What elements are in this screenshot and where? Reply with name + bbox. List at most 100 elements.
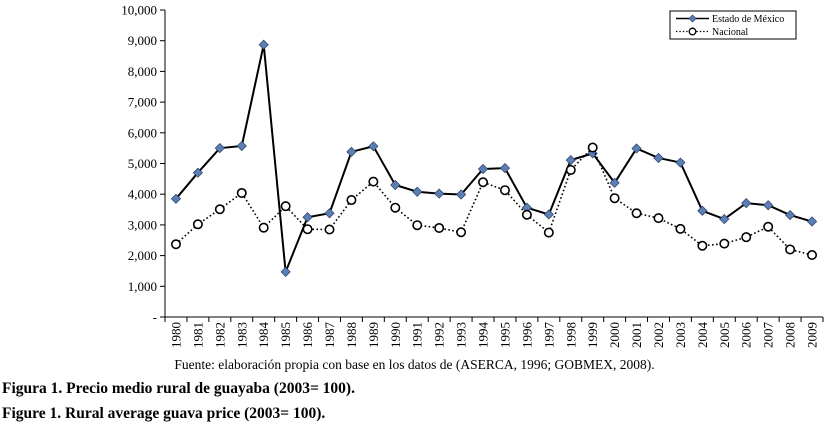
x-tick-label: 1995	[497, 322, 512, 348]
series-nacional	[170, 142, 818, 260]
x-tick-label: 2008	[783, 322, 798, 348]
data-point	[807, 249, 818, 260]
data-point	[258, 39, 269, 50]
y-tick-label: 8,000	[128, 64, 157, 79]
data-point	[170, 193, 182, 204]
x-axis-ticks: 1980 1981 1982 1983 1984 1985 1986 1987 1988 1989…	[164, 317, 824, 349]
legend-marker	[688, 14, 697, 23]
series-line	[175, 44, 813, 273]
data-point	[631, 143, 642, 154]
data-point	[346, 146, 357, 157]
x-tick-label: 1998	[563, 322, 578, 348]
x-tick-label: 1980	[168, 322, 183, 348]
x-tick-label: 1987	[322, 322, 337, 349]
source-note: Fuente: elaboración propia con base en l…	[174, 357, 655, 372]
x-tick-label: 2007	[761, 322, 776, 349]
data-point	[609, 193, 620, 204]
data-point	[214, 143, 225, 154]
data-point	[521, 209, 532, 220]
x-tick-label: 1981	[190, 322, 205, 348]
data-point	[609, 177, 620, 188]
data-point	[499, 163, 511, 174]
x-tick-label: 2002	[651, 322, 666, 348]
x-tick-label: 1982	[212, 322, 227, 348]
chart-axes	[164, 10, 823, 318]
x-tick-label: 2001	[629, 322, 644, 348]
data-point	[587, 142, 598, 153]
legend-label: Estado de México	[712, 14, 784, 25]
x-tick-label: 2009	[805, 322, 820, 348]
figure-caption-spanish: Figura 1. Precio medio rural de guayaba …	[2, 380, 355, 397]
data-point	[346, 195, 357, 206]
x-tick-label: 1988	[344, 322, 359, 348]
data-point	[565, 155, 576, 166]
data-point	[280, 201, 291, 212]
y-tick-label: 2,000	[128, 248, 157, 263]
data-point	[806, 216, 818, 227]
series-layer	[170, 39, 818, 277]
data-point	[456, 189, 467, 200]
data-point	[368, 141, 379, 152]
chart-legend: Estado de México Nacional	[669, 10, 797, 40]
data-point	[631, 208, 642, 219]
y-tick-label: 9,000	[128, 33, 157, 48]
x-tick-label: 1997	[541, 322, 556, 349]
data-point	[719, 213, 730, 225]
data-point	[785, 209, 796, 221]
x-tick-label: 2005	[717, 322, 732, 348]
y-tick-label: -	[153, 310, 157, 325]
data-point	[258, 222, 269, 233]
data-point	[192, 219, 203, 230]
data-point	[412, 186, 423, 197]
x-tick-label: 1994	[476, 322, 491, 349]
data-point	[390, 179, 401, 191]
data-point	[390, 202, 401, 213]
data-point	[499, 185, 510, 196]
y-axis-ticks: - 1,000 2,000 3,000 4,000 5,000 6,000 7,000 8,00…	[121, 3, 165, 325]
data-point	[741, 232, 752, 243]
series-estado-de-mexico	[170, 39, 818, 277]
data-point	[543, 227, 554, 238]
y-tick-label: 6,000	[128, 125, 157, 140]
x-tick-label: 1986	[300, 322, 315, 349]
data-point	[565, 164, 576, 175]
y-tick-label: 5,000	[128, 156, 157, 171]
data-point	[763, 200, 774, 211]
x-tick-label: 1989	[366, 322, 381, 348]
data-point	[543, 209, 554, 220]
y-tick-label: 7,000	[128, 95, 157, 110]
data-point	[675, 157, 686, 168]
x-tick-label: 1984	[256, 322, 271, 349]
series-line	[175, 146, 813, 256]
x-tick-label: 2006	[739, 322, 754, 349]
x-tick-label: 1990	[388, 322, 403, 348]
data-point	[434, 222, 445, 233]
line-chart: - 1,000 2,000 3,000 4,000 5,000 6,000 7,000 8,00…	[121, 3, 824, 349]
data-point	[236, 140, 247, 152]
y-tick-label: 1,000	[128, 279, 157, 294]
x-tick-label: 2003	[673, 322, 688, 348]
data-point	[280, 266, 291, 277]
data-point	[434, 188, 445, 199]
data-point	[214, 204, 225, 215]
data-point	[741, 198, 752, 209]
data-point	[192, 167, 203, 178]
data-point	[697, 240, 708, 251]
data-point	[763, 221, 774, 232]
y-tick-label: 10,000	[121, 3, 157, 18]
data-point	[697, 205, 708, 216]
data-point	[412, 220, 423, 231]
data-point	[302, 212, 313, 223]
x-tick-label: 1983	[234, 322, 249, 348]
data-point	[302, 224, 313, 235]
data-point	[477, 163, 489, 175]
data-point	[368, 176, 379, 187]
data-point	[478, 177, 489, 188]
y-tick-label: 4,000	[128, 187, 157, 202]
x-tick-label: 1993	[454, 322, 469, 348]
data-point	[324, 208, 335, 219]
x-tick-label: 2004	[695, 322, 710, 349]
data-point	[324, 224, 335, 235]
x-tick-label: 2000	[607, 322, 622, 348]
x-tick-label: 1991	[410, 322, 425, 348]
